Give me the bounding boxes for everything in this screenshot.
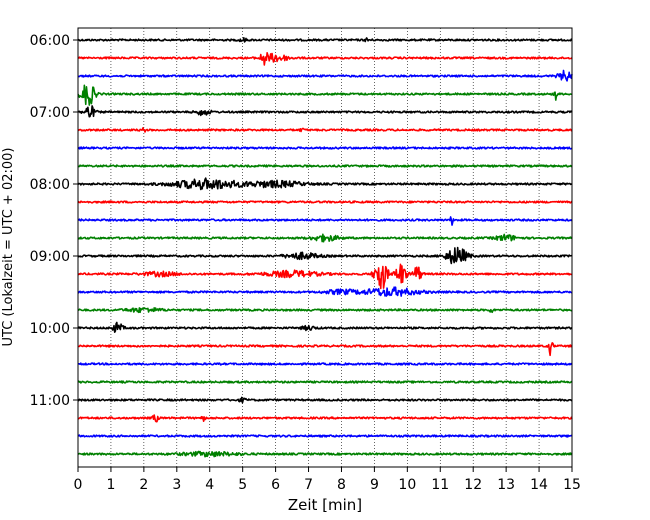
x-tick-label: 7 [304, 477, 313, 493]
trace-line [77, 307, 573, 314]
trace-line [77, 177, 573, 191]
x-tick-label: 1 [106, 477, 115, 493]
x-axis-ticks: 0 1 2 3 4 5 6 7 8 9 10 11 12 13 14 15 [74, 467, 581, 493]
y-tick-label: 09:00 [30, 249, 70, 265]
x-tick-label: 8 [337, 477, 346, 493]
x-axis-label: Zeit [min] [288, 496, 362, 514]
x-tick-label: 4 [205, 477, 214, 493]
trace-line [77, 450, 573, 458]
y-axis-ticks: 06:00 07:00 08:00 09:00 10:00 11:00 [30, 33, 78, 409]
x-grid [110, 28, 540, 467]
trace-line [77, 52, 573, 66]
trace-line [77, 105, 573, 118]
trace-line [77, 84, 573, 106]
x-tick-label: 13 [497, 477, 515, 493]
y-tick-label: 07:00 [30, 105, 70, 121]
trace-line [77, 233, 573, 243]
trace-line [77, 342, 573, 357]
x-tick-label: 14 [530, 477, 548, 493]
x-tick-label: 6 [271, 477, 280, 493]
trace-line [77, 36, 573, 43]
trace-line [77, 146, 573, 150]
x-tick-label: 12 [464, 477, 482, 493]
trace-line [77, 263, 573, 290]
trace-line [77, 164, 573, 168]
trace-line [77, 321, 573, 333]
x-tick-label: 15 [563, 477, 581, 493]
y-tick-label: 06:00 [30, 33, 70, 49]
trace-line [77, 246, 573, 265]
trace-line [77, 434, 573, 438]
x-tick-label: 11 [431, 477, 449, 493]
plot-frame [77, 27, 573, 468]
y-tick-label: 11:00 [30, 393, 70, 409]
y-tick-label: 08:00 [30, 177, 70, 193]
trace-line [77, 286, 573, 297]
trace-line [77, 362, 573, 366]
seismic-traces [77, 36, 573, 458]
x-tick-label: 2 [139, 477, 148, 493]
x-tick-label: 0 [74, 477, 83, 493]
trace-line [77, 396, 573, 404]
x-tick-label: 9 [370, 477, 379, 493]
trace-line [77, 414, 573, 423]
trace-line [77, 69, 573, 82]
trace-line [77, 200, 573, 204]
trace-line [77, 127, 573, 133]
trace-line [77, 216, 573, 226]
plot-area [78, 28, 572, 467]
x-tick-label: 5 [238, 477, 247, 493]
x-tick-label: 10 [398, 477, 416, 493]
trace-line [77, 380, 573, 384]
y-axis-label: UTC (Lokalzeit = UTC + 02:00) [1, 148, 16, 347]
x-tick-label: 3 [172, 477, 181, 493]
y-tick-label: 10:00 [30, 321, 70, 337]
